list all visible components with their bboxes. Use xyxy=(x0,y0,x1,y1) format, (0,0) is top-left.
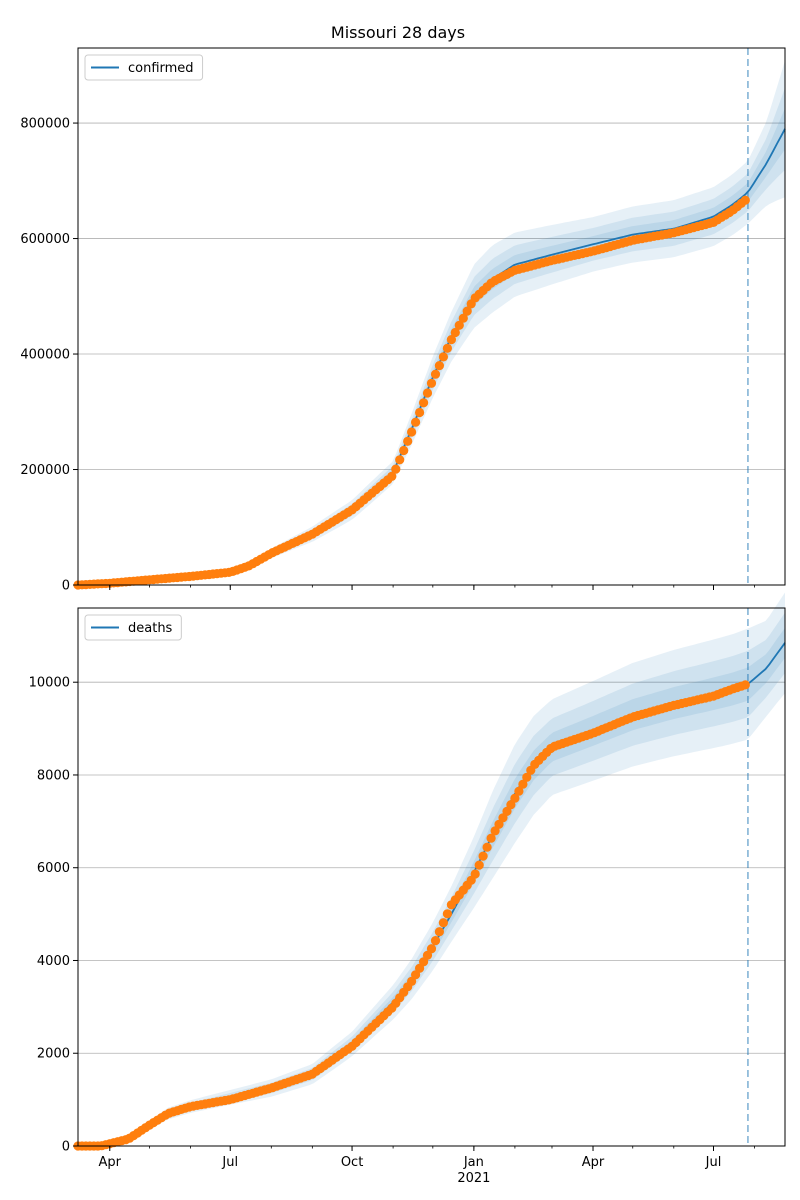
deaths-legend-label: deaths xyxy=(128,621,173,636)
deaths-y-tick-label: 6000 xyxy=(37,861,70,876)
confirmed-panel: 0 200000 400000 600000 800000 confirmed xyxy=(20,47,786,594)
confirmed-observed-point xyxy=(426,378,437,388)
deaths-observed-point xyxy=(407,976,417,987)
deaths-observed-point xyxy=(740,680,750,690)
confirmed-axes-frame xyxy=(77,47,786,586)
confirmed-observed-point xyxy=(395,455,405,465)
deaths-observed-point xyxy=(434,927,444,937)
confirmed-legend: confirmed xyxy=(84,54,204,81)
confirmed-observed-point xyxy=(458,313,468,323)
confirmed-y-ticks: 0 200000 400000 600000 800000 xyxy=(20,117,78,594)
deaths-x-tick-label: Apr xyxy=(99,1155,122,1170)
deaths-observed-point xyxy=(482,842,492,852)
deaths-uncertainty-band xyxy=(78,612,785,1146)
deaths-x-tick-label: Jul xyxy=(705,1155,722,1170)
deaths-legend-box xyxy=(84,614,182,641)
deaths-y-tick-label: 10000 xyxy=(29,676,70,691)
deaths-x-tick-label: Jul xyxy=(221,1155,238,1170)
confirmed-grid xyxy=(78,122,785,586)
confirmed-observed-point xyxy=(391,464,401,474)
confirmed-observed-point xyxy=(411,417,421,427)
confirmed-observed-point xyxy=(434,361,444,371)
confirmed-observed-point xyxy=(450,327,460,338)
deaths-observed-point xyxy=(510,793,520,803)
deaths-y-tick-label: 0 xyxy=(62,1140,70,1155)
deaths-legend: deaths xyxy=(84,614,182,641)
deaths-y-ticks: 0 2000 4000 6000 8000 10000 xyxy=(29,676,78,1155)
confirmed-observed-point xyxy=(415,407,425,418)
deaths-x-tick-label: Jan xyxy=(463,1155,484,1170)
confirmed-y-tick-label: 200000 xyxy=(20,463,70,478)
deaths-observed-point xyxy=(422,950,433,960)
deaths-observed-point xyxy=(518,779,528,789)
confirmed-legend-label: confirmed xyxy=(128,61,194,76)
deaths-x-year-label: 2021 xyxy=(457,1171,490,1186)
confirmed-y-tick-label: 0 xyxy=(62,579,70,594)
confirmed-observed-point xyxy=(403,436,413,446)
confirmed-observed-point xyxy=(422,388,433,398)
deaths-x-tick-label: Apr xyxy=(582,1155,605,1170)
deaths-x-tick-label: Oct xyxy=(341,1155,363,1170)
deaths-y-tick-label: 4000 xyxy=(37,954,70,969)
deaths-observed-point xyxy=(438,918,448,928)
confirmed-observed-point xyxy=(442,343,452,353)
confirmed-observed-point xyxy=(462,306,472,316)
deaths-axes-frame xyxy=(77,607,786,1147)
confirmed-uncertainty-band xyxy=(78,87,785,586)
confirmed-fit-line xyxy=(77,128,786,586)
deaths-observed-point xyxy=(474,860,484,870)
confirmed-uncertainty-band xyxy=(78,108,785,586)
deaths-observed-point xyxy=(514,786,524,796)
confirmed-observed-point xyxy=(740,195,750,205)
confirmed-observed-point xyxy=(407,427,417,437)
confirmed-observed-point xyxy=(454,320,464,330)
confirmed-observed-point xyxy=(399,445,409,456)
confirmed-observed-point xyxy=(446,335,456,345)
confirmed-points xyxy=(73,195,750,590)
deaths-points xyxy=(73,680,750,1151)
deaths-observed-point xyxy=(522,772,532,782)
deaths-uncertainty-band xyxy=(78,627,785,1146)
deaths-y-tick-label: 2000 xyxy=(37,1047,70,1062)
deaths-observed-point xyxy=(470,869,480,879)
confirmed-observed-point xyxy=(438,352,448,362)
deaths-observed-point xyxy=(442,909,452,919)
confirmed-y-tick-label: 400000 xyxy=(20,348,70,363)
confirmed-bands xyxy=(78,60,785,586)
deaths-observed-point xyxy=(430,936,441,946)
chart-title: Missouri 28 days xyxy=(331,23,465,42)
deaths-y-tick-label: 8000 xyxy=(37,768,70,783)
deaths-bands xyxy=(78,592,785,1146)
confirmed-y-tick-label: 800000 xyxy=(20,117,70,132)
deaths-observed-point xyxy=(426,944,437,954)
confirmed-y-tick-label: 600000 xyxy=(20,232,70,247)
deaths-observed-point xyxy=(486,833,496,843)
confirmed-observed-point xyxy=(419,398,429,408)
confirmed-observed-point xyxy=(387,471,397,481)
confirmed-observed-point xyxy=(430,369,441,379)
confirmed-legend-box xyxy=(84,54,204,81)
confirmed-lines xyxy=(77,48,786,586)
confirmed-uncertainty-band xyxy=(78,60,785,585)
confirmed-x-ticks xyxy=(109,585,755,590)
deaths-observed-point xyxy=(478,851,488,861)
